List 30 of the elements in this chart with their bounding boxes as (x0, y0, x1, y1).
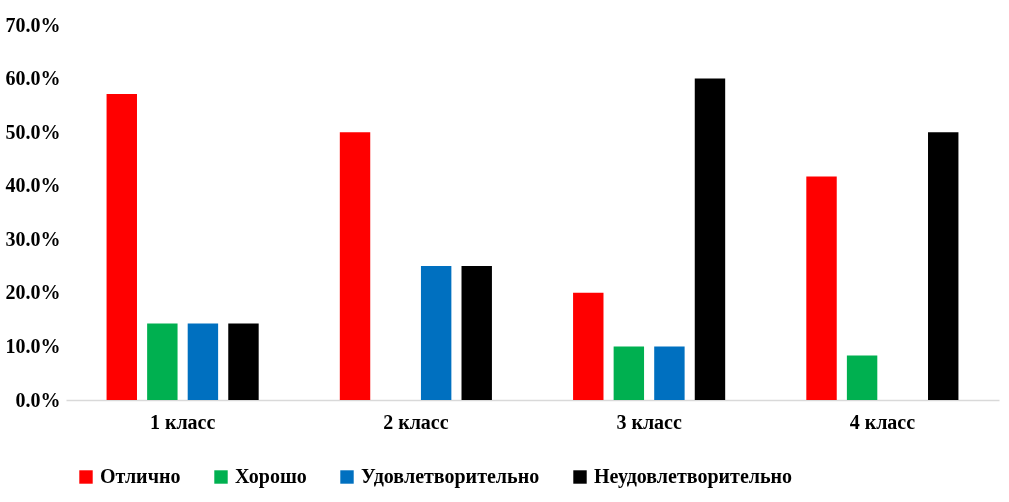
bar (461, 266, 492, 400)
bar (928, 132, 959, 400)
bar (806, 176, 837, 400)
y-tick-label: 50.0% (5, 120, 61, 143)
y-tick-label: 40.0% (5, 174, 61, 197)
y-tick-label: 30.0% (5, 227, 61, 250)
bar (846, 355, 878, 400)
legend-label: Хорошо (235, 465, 307, 488)
bar (573, 292, 604, 400)
bar (654, 346, 685, 400)
legend-label: Отлично (100, 465, 181, 487)
bar (339, 132, 371, 400)
y-tick-label: 10.0% (5, 334, 61, 357)
bar (613, 346, 645, 400)
bar (106, 94, 137, 400)
legend-label: Удовлетворительно (361, 465, 540, 488)
bar (228, 323, 259, 400)
legend-label: Неудовлетворительно (594, 465, 793, 488)
y-tick-label: 70.0% (5, 13, 61, 36)
x-tick-label: 3 класс (616, 410, 682, 433)
y-tick-label: 20.0% (5, 281, 61, 304)
x-tick-label: 4 класс (849, 410, 916, 433)
bar (147, 323, 178, 400)
y-tick-label: 0.0% (15, 388, 61, 411)
bar (694, 78, 726, 400)
y-tick-label: 60.0% (5, 67, 61, 90)
x-tick-label: 1 класс (149, 410, 216, 433)
bar (187, 323, 219, 400)
bar (420, 266, 452, 400)
x-tick-label: 2 класс (383, 410, 449, 433)
